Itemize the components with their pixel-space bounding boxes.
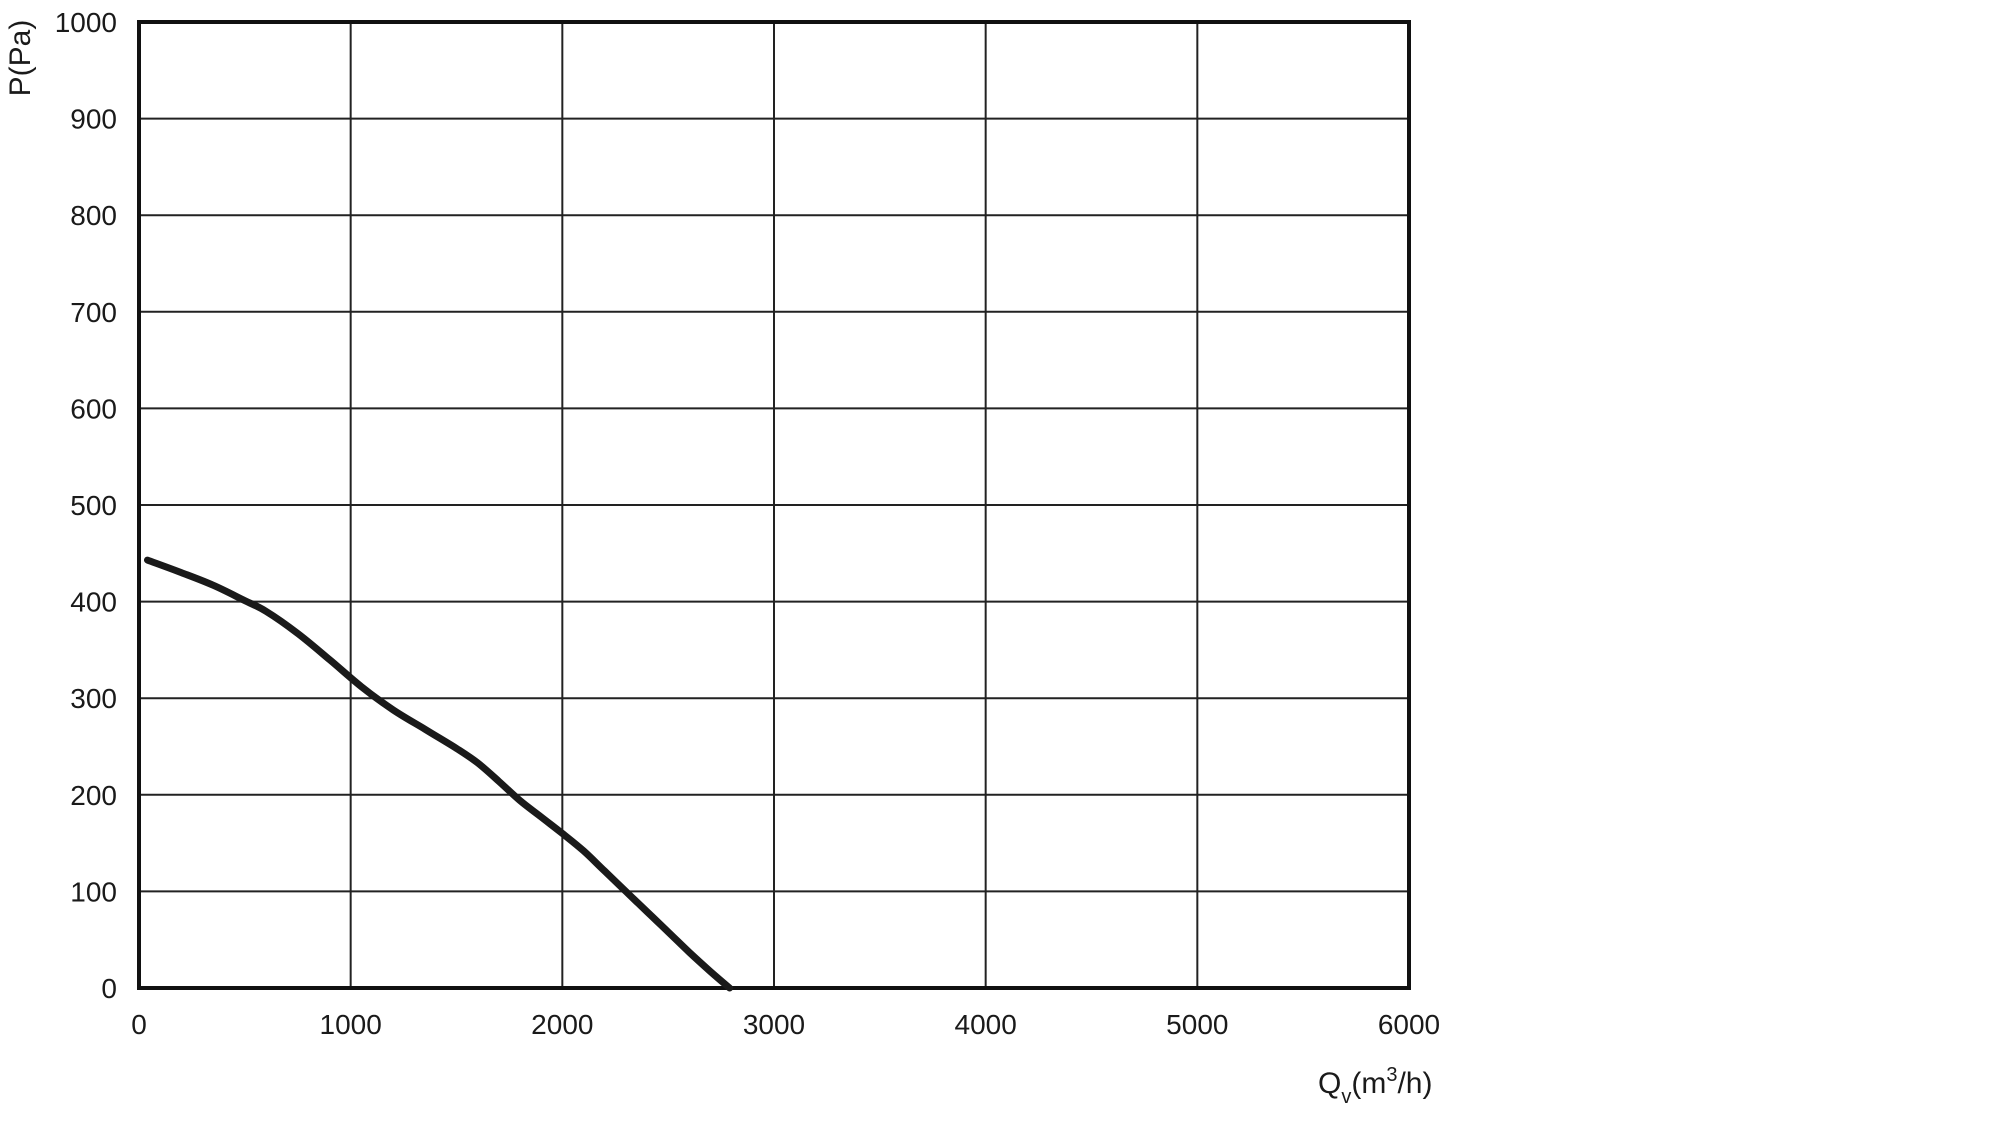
x-axis-label-main: Q	[1318, 1067, 1341, 1100]
y-tick-label-2: 200	[70, 780, 117, 811]
y-axis-label: P(Pa)	[4, 20, 37, 97]
x-axis-label-unit-close: /h)	[1397, 1067, 1432, 1100]
y-tick-label-9: 900	[70, 104, 117, 135]
y-tick-label-4: 400	[70, 587, 117, 618]
x-axis-label: Qv(m3/h)	[1318, 1064, 1432, 1108]
y-tick-label-7: 700	[70, 297, 117, 328]
x-axis-label-subscript: v	[1341, 1086, 1351, 1108]
x-tick-label-2: 2000	[531, 1009, 593, 1040]
x-tick-label-4: 4000	[955, 1009, 1017, 1040]
x-tick-label-6: 6000	[1378, 1009, 1440, 1040]
y-tick-label-1: 100	[70, 876, 117, 907]
x-tick-label-5: 5000	[1166, 1009, 1228, 1040]
y-tick-label-6: 600	[70, 393, 117, 424]
x-tick-label-1: 1000	[320, 1009, 382, 1040]
y-tick-labels: 0 100 200 300 400 500 600 700 800 900 1000	[55, 7, 117, 1004]
y-tick-label-3: 300	[70, 683, 117, 714]
plot-border	[137, 20, 1411, 990]
x-axis-label-superscript: 3	[1386, 1064, 1397, 1086]
plot-frame	[137, 20, 1411, 990]
x-axis-label-unit-open: (m	[1351, 1067, 1386, 1100]
x-tick-label-3: 3000	[743, 1009, 805, 1040]
x-tick-labels: 0 1000 2000 3000 4000 5000 6000	[131, 1009, 1440, 1040]
y-tick-label-10: 1000	[55, 7, 117, 38]
y-tick-label-8: 800	[70, 200, 117, 231]
series-group	[144, 556, 734, 992]
x-tick-label-0: 0	[131, 1009, 147, 1040]
y-tick-label-0: 0	[101, 973, 117, 1004]
grid	[139, 22, 1409, 988]
series-line-0	[144, 556, 734, 992]
y-tick-label-5: 500	[70, 490, 117, 521]
